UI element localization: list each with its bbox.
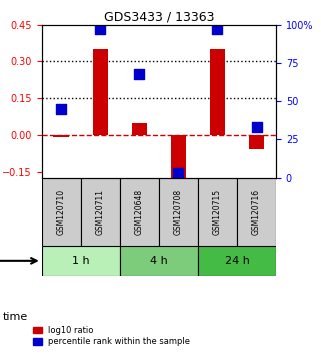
Point [59,106,64,112]
Point [98,27,103,32]
FancyBboxPatch shape [159,178,198,246]
Point [215,27,220,32]
FancyBboxPatch shape [120,246,198,276]
Text: 24 h: 24 h [225,256,249,266]
Bar [53,135,69,137]
Text: GSM120708: GSM120708 [174,189,183,235]
Legend: log10 ratio, percentile rank within the sample: log10 ratio, percentile rank within the … [30,322,194,350]
Bar [92,49,108,135]
Text: 4 h: 4 h [150,256,168,266]
Text: GSM120710: GSM120710 [57,189,66,235]
FancyBboxPatch shape [198,178,237,246]
FancyBboxPatch shape [42,178,81,246]
FancyBboxPatch shape [42,246,120,276]
Text: time: time [3,312,29,322]
FancyBboxPatch shape [120,178,159,246]
Bar [171,135,186,178]
Point [137,71,142,76]
FancyBboxPatch shape [198,246,276,276]
FancyBboxPatch shape [81,178,120,246]
FancyBboxPatch shape [237,178,276,246]
Title: GDS3433 / 13363: GDS3433 / 13363 [104,11,214,24]
Bar [210,49,225,135]
Point [254,124,259,130]
Text: GSM120715: GSM120715 [213,189,222,235]
Bar [249,135,264,149]
Text: GSM120648: GSM120648 [135,189,144,235]
Text: GSM120716: GSM120716 [252,189,261,235]
Point [176,170,181,176]
Bar [132,122,147,135]
Text: 1 h: 1 h [72,256,90,266]
Text: GSM120711: GSM120711 [96,189,105,235]
